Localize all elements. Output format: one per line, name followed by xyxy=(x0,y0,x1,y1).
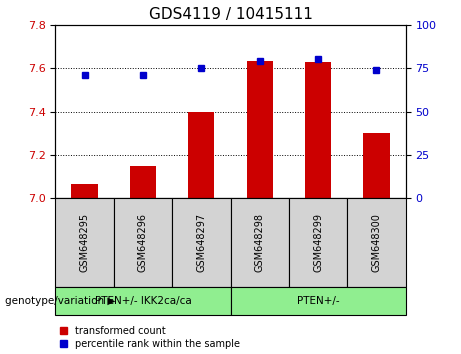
Text: GSM648297: GSM648297 xyxy=(196,213,207,272)
Bar xyxy=(305,62,331,198)
Text: GSM648296: GSM648296 xyxy=(138,213,148,272)
Bar xyxy=(130,166,156,198)
Text: GSM648295: GSM648295 xyxy=(79,213,89,272)
Legend: transformed count, percentile rank within the sample: transformed count, percentile rank withi… xyxy=(60,326,240,349)
Bar xyxy=(230,287,406,315)
Bar xyxy=(55,198,114,287)
Bar xyxy=(71,184,98,198)
Text: GSM648299: GSM648299 xyxy=(313,213,323,272)
Text: GSM648300: GSM648300 xyxy=(372,213,382,272)
Bar xyxy=(188,112,214,198)
Bar xyxy=(289,198,347,287)
Bar xyxy=(172,198,230,287)
Bar xyxy=(114,198,172,287)
Bar xyxy=(230,198,289,287)
Text: PTEN+/-: PTEN+/- xyxy=(297,296,339,306)
Bar xyxy=(347,198,406,287)
Text: GSM648298: GSM648298 xyxy=(254,213,265,272)
Bar xyxy=(55,287,230,315)
Bar xyxy=(363,133,390,198)
Title: GDS4119 / 10415111: GDS4119 / 10415111 xyxy=(148,7,313,22)
Text: PTEN+/- IKK2ca/ca: PTEN+/- IKK2ca/ca xyxy=(95,296,191,306)
Text: genotype/variation ▶: genotype/variation ▶ xyxy=(5,296,115,306)
Bar xyxy=(247,61,273,198)
